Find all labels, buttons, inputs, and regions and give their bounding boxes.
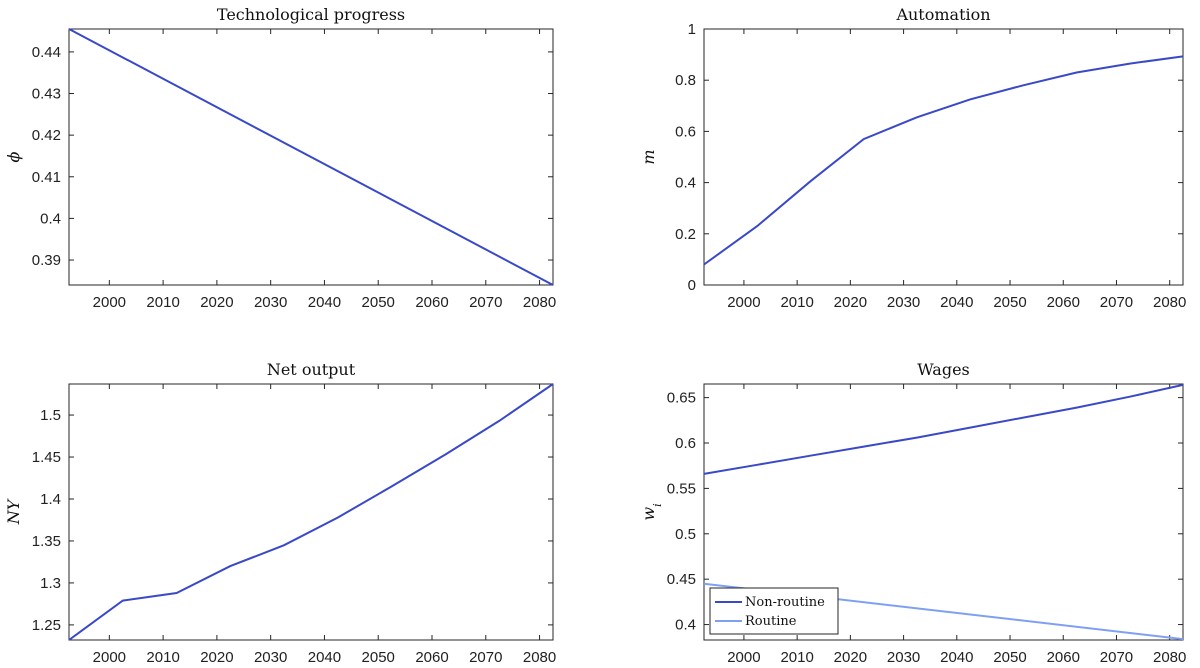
- x-tick-label: 2070: [469, 294, 502, 311]
- chart-panel-2: Automation m 2000 2010 2020 2030 2040 2050 2060 2…: [639, 5, 1186, 311]
- x-tick-label: 2080: [1153, 649, 1186, 666]
- y-tick-label: 0.41: [32, 169, 61, 186]
- legend: Non-routine Routine: [709, 587, 839, 635]
- x-tick-label: 2020: [200, 649, 233, 666]
- y-axis-label: wi: [639, 503, 664, 520]
- series-line-1: [68, 28, 554, 286]
- y-tick-label: 0.4: [675, 175, 696, 192]
- y-tick-label: 0.45: [667, 571, 696, 588]
- y-tick-label: 0.8: [675, 72, 696, 89]
- y-tick-label: 1.5: [40, 407, 61, 424]
- x-tick-label: 2080: [1153, 294, 1186, 311]
- chart-title: Wages: [917, 360, 970, 379]
- x-tick-label: 2030: [887, 649, 920, 666]
- x-tick-label: 2070: [1100, 294, 1133, 311]
- y-tick-label: 0.44: [32, 44, 61, 61]
- x-tick-label: 2020: [834, 294, 867, 311]
- legend-entry: Routine: [745, 614, 797, 629]
- y-tick-label: 0.55: [667, 480, 696, 497]
- chart-panel-4: Wages wi 2000 2010 2020 2030 2040 2050 2060 2070 2…: [639, 360, 1186, 666]
- x-tick-label: 2000: [727, 649, 760, 666]
- y-tick-label: 0.4: [40, 210, 61, 227]
- x-tick-label: 2070: [469, 649, 502, 666]
- axes-box: [68, 383, 554, 641]
- x-tick-label: 2020: [834, 649, 867, 666]
- series-line-1: [703, 55, 1184, 266]
- y-axis-label: NY: [4, 498, 23, 525]
- series-line-1: [68, 383, 554, 641]
- x-tick-label: 2010: [780, 649, 813, 666]
- x-tick-label: 2060: [1047, 294, 1080, 311]
- x-tick-label: 2000: [727, 294, 760, 311]
- y-tick-label: 0.42: [32, 127, 61, 144]
- y-tick-label: 0.43: [32, 86, 61, 103]
- axes-box: [68, 28, 554, 286]
- x-tick-label: 2010: [146, 649, 179, 666]
- y-tick-label: 0.65: [667, 390, 696, 407]
- x-tick-label: 2040: [308, 649, 341, 666]
- y-tick-label: 1.3: [40, 575, 61, 592]
- chart-title: Technological progress: [217, 5, 405, 24]
- x-tick-label: 2060: [1047, 649, 1080, 666]
- x-tick-label: 2030: [254, 294, 287, 311]
- x-tick-label: 2070: [1100, 649, 1133, 666]
- x-tick-label: 2030: [254, 649, 287, 666]
- axes-box: [703, 383, 1184, 641]
- y-tick-label: 1.25: [32, 617, 61, 634]
- y-axis-label: m: [639, 149, 658, 164]
- chart-panel-3: Net output NY 2000 2010 2020 2030 2040 2050 2060…: [4, 360, 556, 666]
- y-tick-label: 0.2: [675, 226, 696, 243]
- x-tick-label: 2020: [200, 294, 233, 311]
- x-tick-label: 2050: [993, 649, 1026, 666]
- x-tick-label: 2040: [308, 294, 341, 311]
- y-tick-label: 0.6: [675, 435, 696, 452]
- x-tick-label: 2010: [146, 294, 179, 311]
- y-tick-label: 1: [688, 21, 696, 38]
- x-tick-label: 2040: [940, 294, 973, 311]
- x-tick-label: 2050: [362, 294, 395, 311]
- x-tick-label: 2060: [415, 294, 448, 311]
- x-tick-label: 2000: [93, 294, 126, 311]
- x-tick-label: 2080: [523, 649, 556, 666]
- y-tick-label: 1.35: [32, 533, 61, 550]
- x-tick-label: 2000: [93, 649, 126, 666]
- legend-box: [709, 587, 839, 635]
- x-tick-label: 2010: [780, 294, 813, 311]
- y-tick-label: 0: [688, 277, 696, 294]
- legend-entry: Non-routine: [745, 595, 825, 610]
- chart-title: Net output: [267, 360, 356, 379]
- axes-box: [703, 28, 1184, 286]
- y-tick-label: 0.5: [675, 526, 696, 543]
- series-line-non-routine: [703, 383, 1184, 475]
- x-tick-label: 2040: [940, 649, 973, 666]
- y-tick-label: 0.6: [675, 123, 696, 140]
- x-tick-label: 2030: [887, 294, 920, 311]
- x-tick-label: 2060: [415, 649, 448, 666]
- x-tick-label: 2050: [993, 294, 1026, 311]
- y-tick-label: 1.4: [40, 491, 61, 508]
- y-tick-label: 0.39: [32, 252, 61, 269]
- y-tick-label: 1.45: [32, 449, 61, 466]
- x-tick-label: 2080: [523, 294, 556, 311]
- chart-panel-1: Technological progress ϕ 2000 2010 2020 2030 2…: [4, 5, 556, 311]
- chart-title: Automation: [895, 5, 990, 24]
- x-tick-label: 2050: [362, 649, 395, 666]
- y-axis-label: ϕ: [4, 151, 23, 162]
- y-tick-label: 0.4: [675, 617, 696, 634]
